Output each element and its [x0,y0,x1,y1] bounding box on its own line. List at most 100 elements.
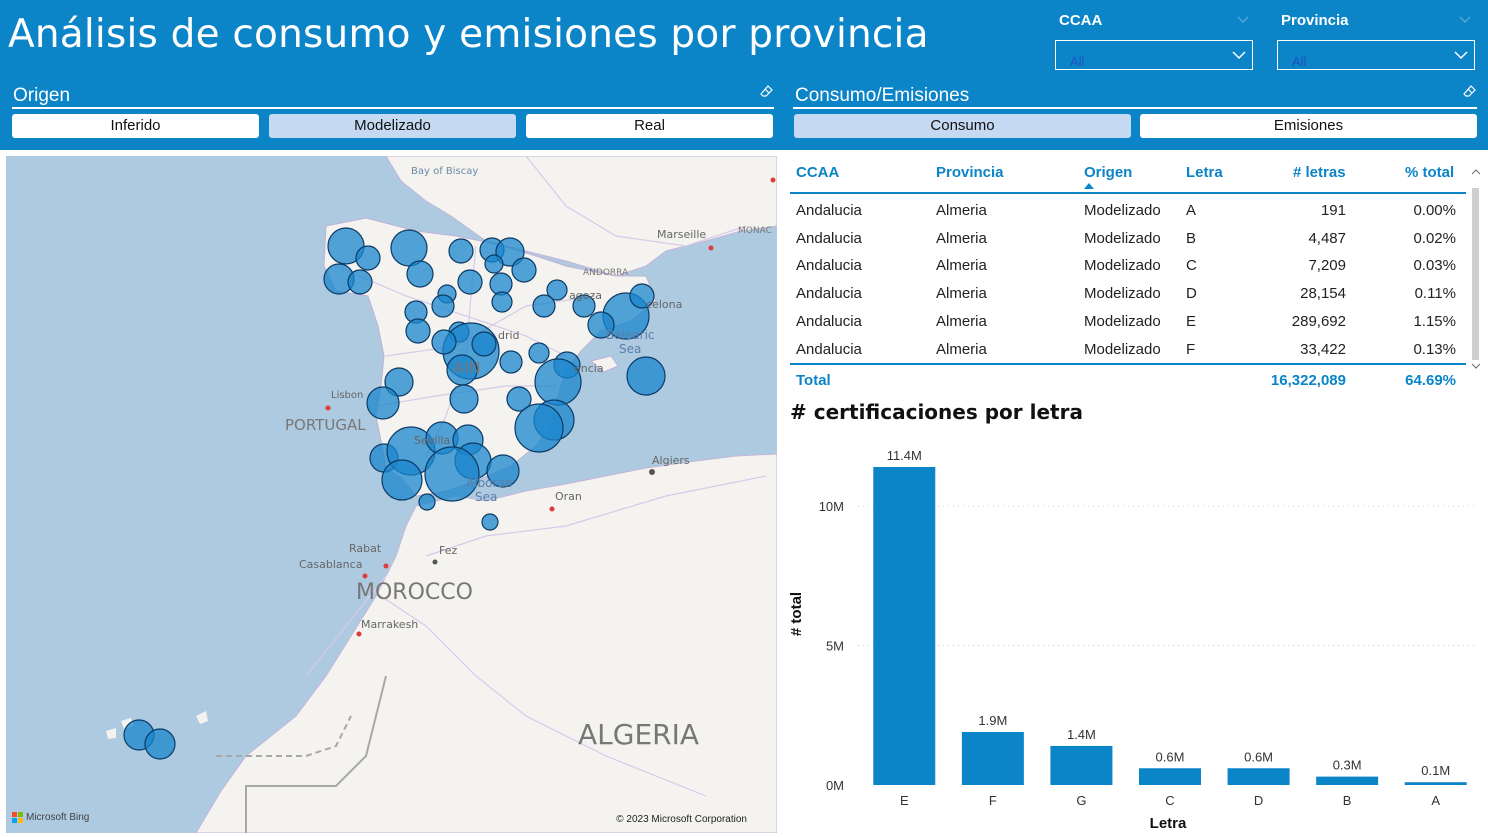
table-header: CCAA Provincia Origen Letra # letras % t… [790,158,1466,194]
cell-pct-total: 0.13% [1413,341,1456,358]
cell-pct-total: 0.02% [1413,230,1456,247]
map-label-balearic: Balearic [606,328,655,342]
map-label-rabat: Rabat [349,542,382,555]
map-label-algiers: Algiers [652,454,690,467]
ccaa-dropdown-value: All [1070,54,1085,69]
algiers-marker [649,469,655,475]
provincia-dropdown-value: All [1292,54,1307,69]
origen-divider [12,107,774,109]
cell-ccaa: Andalucia [796,313,862,330]
consumo-emisiones-divider [793,107,1477,109]
bar[interactable] [1139,768,1201,785]
eraser-icon[interactable] [760,84,774,98]
bar[interactable] [1050,745,1113,785]
bar[interactable] [1316,776,1379,785]
map-label-portugal: PORTUGAL [285,416,366,434]
bubble-map[interactable]: Bay of Biscay Marseille MONAC ANDORRA ag… [6,156,777,833]
consumo-emisiones-slicer-label: Consumo/Emisiones [795,85,970,106]
sort-ascending-icon[interactable] [1084,183,1094,189]
map-label-sevilla: Sevilla [414,434,451,447]
ccaa-dropdown[interactable]: All [1055,40,1253,70]
column-header-pct-total[interactable]: % total [1405,164,1455,181]
eraser-icon[interactable] [1463,84,1477,98]
data-label: 0.6M [1244,749,1273,764]
data-label: 0.3M [1333,758,1362,773]
chevron-down-icon[interactable] [1458,14,1472,24]
scroll-down-icon[interactable] [1471,362,1481,370]
cell-origen: Modelizado [1084,257,1161,274]
cell-ccaa: Andalucia [796,257,862,274]
scrollbar-thumb[interactable] [1472,188,1479,360]
scroll-up-icon[interactable] [1471,168,1481,176]
data-table: CCAA Provincia Origen Letra # letras % t… [790,158,1466,390]
column-header-letra[interactable]: Letra [1186,164,1223,181]
map-label-monaco: MONAC [738,226,772,236]
x-tick-label: A [1431,793,1440,808]
data-label: 11.4M [887,448,922,463]
origen-button-modelizado[interactable]: Modelizado [269,114,516,138]
map-label-spain: AIN [453,358,481,377]
cell-provincia: Almeria [936,202,987,219]
column-header-origen[interactable]: Origen [1084,164,1133,181]
table-row[interactable]: Andalucia Almeria Modelizado B 4,487 0.0… [790,224,1466,252]
cell-letras: 289,692 [1291,313,1346,330]
bar-chart-canvas: 0M 5M 10M 11.4M E 1.9M F 1.4M G 0.6M C 0.6M D 0.3M B 0.… [788,448,1478,832]
table-row[interactable]: Andalucia Almeria Modelizado D 28,154 0.… [790,279,1466,307]
column-header-letras[interactable]: # letras [1293,164,1346,181]
cell-origen: Modelizado [1084,202,1161,219]
ccaa-slicer-label: CCAA [1059,12,1103,29]
provincia-dropdown[interactable]: All [1277,40,1475,70]
map-label-madrid: drid [498,329,520,342]
column-header-ccaa[interactable]: CCAA [796,164,840,181]
bar[interactable] [873,467,936,785]
x-tick-label: F [989,793,997,808]
column-header-provincia[interactable]: Provincia [936,164,1004,181]
y-tick-label: 10M [819,499,844,514]
cell-ccaa: Andalucia [796,341,862,358]
chart-title: # certificaciones por letra [790,400,1083,424]
bar[interactable] [961,732,1024,785]
bing-attribution[interactable]: Microsoft Bing [12,812,89,823]
cell-provincia: Almeria [936,230,987,247]
table-row[interactable]: Andalucia Almeria Modelizado E 289,692 1… [790,307,1466,335]
map-label-andorra: ANDORRA [583,268,629,278]
cell-ccaa: Andalucia [796,285,862,302]
map-copyright: © 2023 Microsoft Corporation [616,814,747,825]
map-label-lisbon: Lisbon [331,390,364,401]
y-tick-label: 0M [826,778,844,793]
table-row[interactable]: Andalucia Almeria Modelizado C 7,209 0.0… [790,251,1466,279]
chevron-down-icon [1454,51,1468,60]
border-line [216,715,352,757]
table-total-row: Total 16,322,089 64.69% [790,363,1466,391]
origen-button-inferido[interactable]: Inferido [12,114,259,138]
bar[interactable] [1227,768,1290,785]
table-row[interactable]: Andalucia Almeria Modelizado A 191 0.00% [790,196,1466,224]
cell-ccaa: Andalucia [796,230,862,247]
chevron-down-icon [1232,51,1246,60]
microsoft-logo-icon [12,812,23,823]
bubble-layer[interactable] [123,227,666,760]
origen-button-real[interactable]: Real [526,114,773,138]
table-row[interactable]: Andalucia Almeria Modelizado F 33,422 0.… [790,335,1466,363]
chevron-down-icon[interactable] [1236,14,1250,24]
consumo-button[interactable]: Consumo [794,114,1131,138]
data-label: 1.4M [1067,727,1096,742]
map-label-fez: Fez [439,544,458,557]
bar[interactable] [1404,782,1467,785]
table-scrollbar[interactable] [1468,160,1484,386]
africa-landmass [195,453,777,833]
map-label-valencia: encia [574,362,604,375]
data-label: 0.1M [1421,763,1450,778]
cell-letra: D [1186,285,1197,302]
x-tick-label: G [1076,793,1086,808]
map-canvas [6,156,777,833]
cell-origen: Modelizado [1084,313,1161,330]
emisiones-button[interactable]: Emisiones [1140,114,1477,138]
balearic-islands [589,355,619,373]
city-markers [325,177,776,637]
cell-provincia: Almeria [936,257,987,274]
bar-chart: 0M 5M 10M 11.4M E 1.9M F 1.4M G 0.6M C 0.6M D 0.3M B 0.… [780,430,1480,835]
cell-pct-total: 1.15% [1413,313,1456,330]
x-tick-label: E [900,793,909,808]
